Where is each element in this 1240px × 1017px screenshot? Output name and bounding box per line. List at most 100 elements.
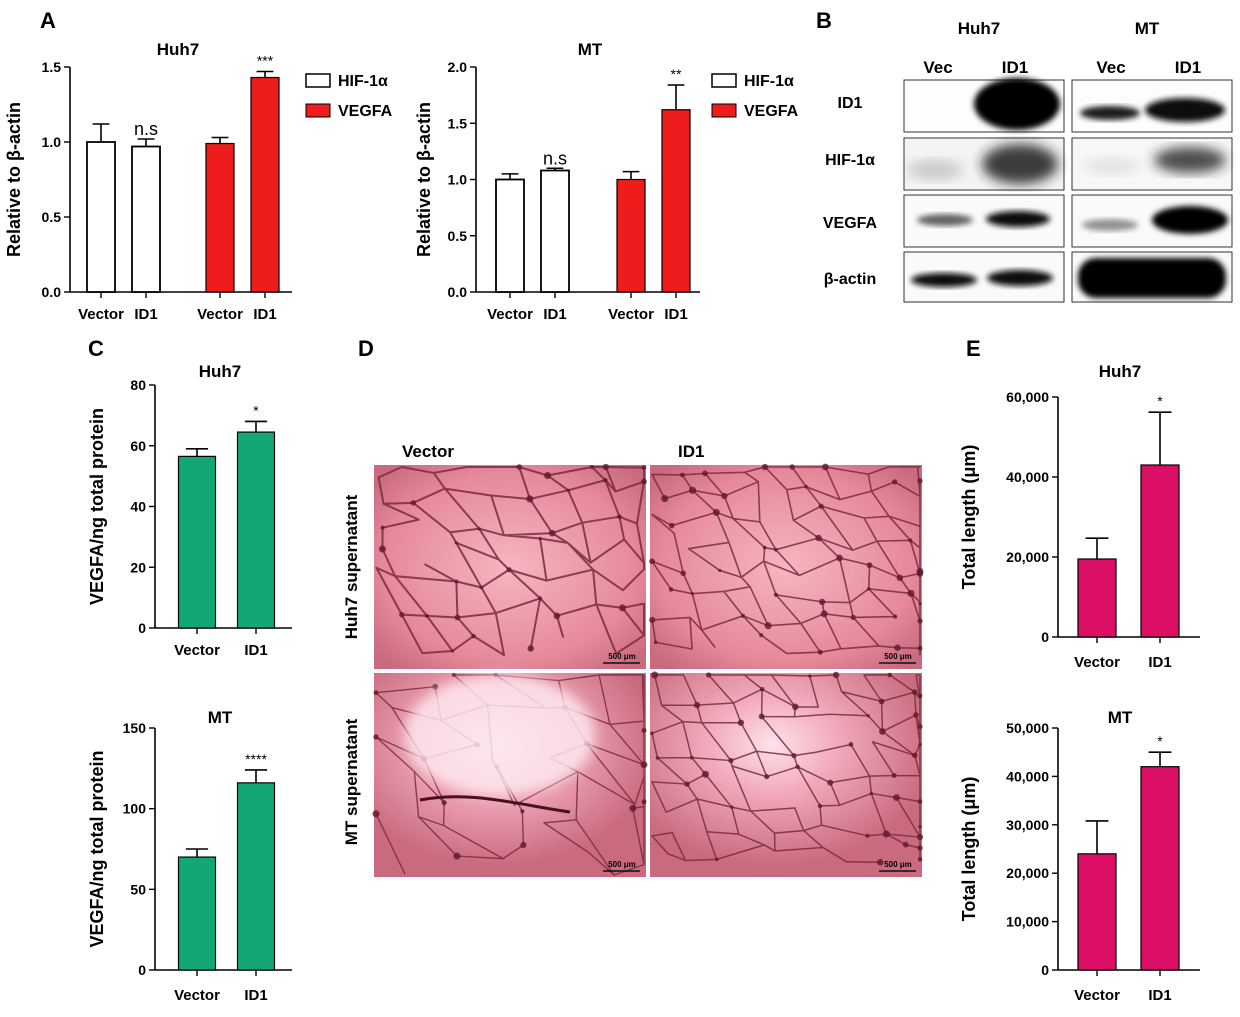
tube-node — [917, 723, 923, 730]
tube-node — [506, 567, 512, 573]
tube-node — [399, 611, 405, 618]
y-tick-label: 0.5 — [42, 209, 62, 225]
tube-node — [424, 613, 429, 618]
blot-protein-hif: HIF-1α — [825, 152, 875, 169]
x-tick-label: ID1 — [134, 306, 157, 323]
tube-node — [712, 508, 720, 516]
chart-title: MT — [208, 708, 233, 727]
tube-node — [650, 731, 654, 736]
tube-node — [917, 799, 923, 804]
x-tick-label: ID1 — [244, 642, 267, 659]
tube-node — [668, 587, 674, 592]
tube-node — [789, 464, 795, 470]
tube-node — [911, 689, 918, 696]
tube-node — [893, 794, 900, 802]
tube-node — [603, 477, 608, 483]
tube-node — [701, 770, 710, 778]
blot-protein-id1: ID1 — [838, 95, 863, 112]
tube-node — [640, 761, 648, 769]
significance-label: **** — [245, 751, 267, 767]
blot-lane-vec-huh7: Vec — [923, 58, 952, 77]
tube-node — [649, 558, 655, 565]
blot-cellline-mt: MT — [1135, 19, 1160, 38]
y-tick-label: 1.5 — [448, 115, 468, 131]
x-tick-label: Vector — [487, 306, 533, 323]
micro-row-mt: MT supernatant — [342, 718, 361, 845]
x-tick-label: ID1 — [1148, 987, 1171, 1004]
y-tick-label: 80 — [130, 377, 146, 393]
x-tick-label: ID1 — [543, 306, 566, 323]
tube-node — [655, 756, 660, 760]
tube-node — [617, 514, 622, 519]
blot-lane-id1-mt: ID1 — [1175, 58, 1201, 77]
y-tick-label: 60 — [130, 438, 146, 454]
y-tick-label: 0 — [1041, 629, 1049, 645]
panel-letter-c: C — [88, 336, 104, 361]
x-tick-label: Vector — [174, 642, 220, 659]
tube-node — [602, 463, 609, 471]
tube-node — [380, 525, 385, 530]
y-tick-label: 1.5 — [42, 59, 62, 75]
y-tick-label: 40,000 — [1006, 768, 1049, 784]
bar — [1140, 464, 1180, 638]
y-tick-label: 20,000 — [1006, 865, 1049, 881]
y-tick-label: 0.5 — [448, 228, 468, 244]
bar — [540, 169, 570, 293]
tube-node — [848, 742, 854, 747]
tube-node — [827, 779, 834, 786]
tube-node — [878, 698, 885, 705]
tube-node — [688, 486, 697, 494]
y-axis-label: Relative to β-actin — [414, 102, 434, 257]
tube-node — [917, 645, 923, 651]
tube-node — [619, 604, 626, 612]
tube-node — [544, 472, 552, 479]
bar — [495, 178, 525, 293]
tube-node — [538, 536, 542, 541]
blot-band — [1080, 106, 1140, 120]
tube-node — [882, 830, 890, 838]
legend-swatch-hif — [305, 73, 331, 88]
tube-node — [527, 645, 534, 652]
bar — [250, 76, 280, 293]
y-tick-label: 50 — [130, 881, 146, 897]
tube-node — [894, 644, 901, 651]
tube-node — [773, 547, 778, 552]
tube-node — [693, 701, 701, 709]
tube-node — [820, 610, 828, 618]
tube-node — [589, 464, 594, 470]
tube-node — [908, 538, 913, 543]
western-blot: Huh7 MT Vec ID1 Vec ID1 ID1 HIF-1α VEGFA… — [823, 19, 1233, 303]
tube-node — [817, 803, 823, 809]
tube-node — [451, 673, 456, 677]
tube-node — [538, 596, 543, 601]
tube-node — [689, 755, 694, 760]
bar — [1077, 558, 1117, 638]
tube-node — [730, 805, 734, 809]
significance-label: * — [1157, 733, 1163, 749]
micro-col-id1: ID1 — [678, 442, 704, 461]
y-axis-label: Total length (μm) — [959, 777, 979, 922]
x-tick-label: Vector — [174, 987, 220, 1004]
tube-node — [917, 693, 923, 699]
tube-node — [892, 479, 898, 485]
tube-node — [680, 472, 685, 478]
micrograph-huh7-vector — [374, 463, 647, 669]
x-tick-label: ID1 — [664, 306, 687, 323]
tube-node — [866, 586, 871, 591]
significance-label: n.s — [134, 119, 158, 139]
tube-node — [740, 613, 746, 618]
y-tick-label: 0 — [138, 620, 146, 636]
x-tick-label: ID1 — [244, 987, 267, 1004]
blot-band — [911, 273, 977, 287]
tube-node — [641, 799, 647, 805]
blot-band — [974, 78, 1060, 130]
tube-node — [684, 781, 690, 787]
y-axis-label: VEGFA/ng total protein — [87, 408, 107, 605]
tube-node — [913, 712, 919, 718]
y-tick-label: 0 — [1041, 962, 1049, 978]
tube-node — [818, 503, 824, 509]
bar — [205, 142, 235, 293]
blot-lane-id1-huh7: ID1 — [1002, 58, 1028, 77]
tube-node — [819, 598, 826, 605]
bar — [177, 856, 217, 971]
